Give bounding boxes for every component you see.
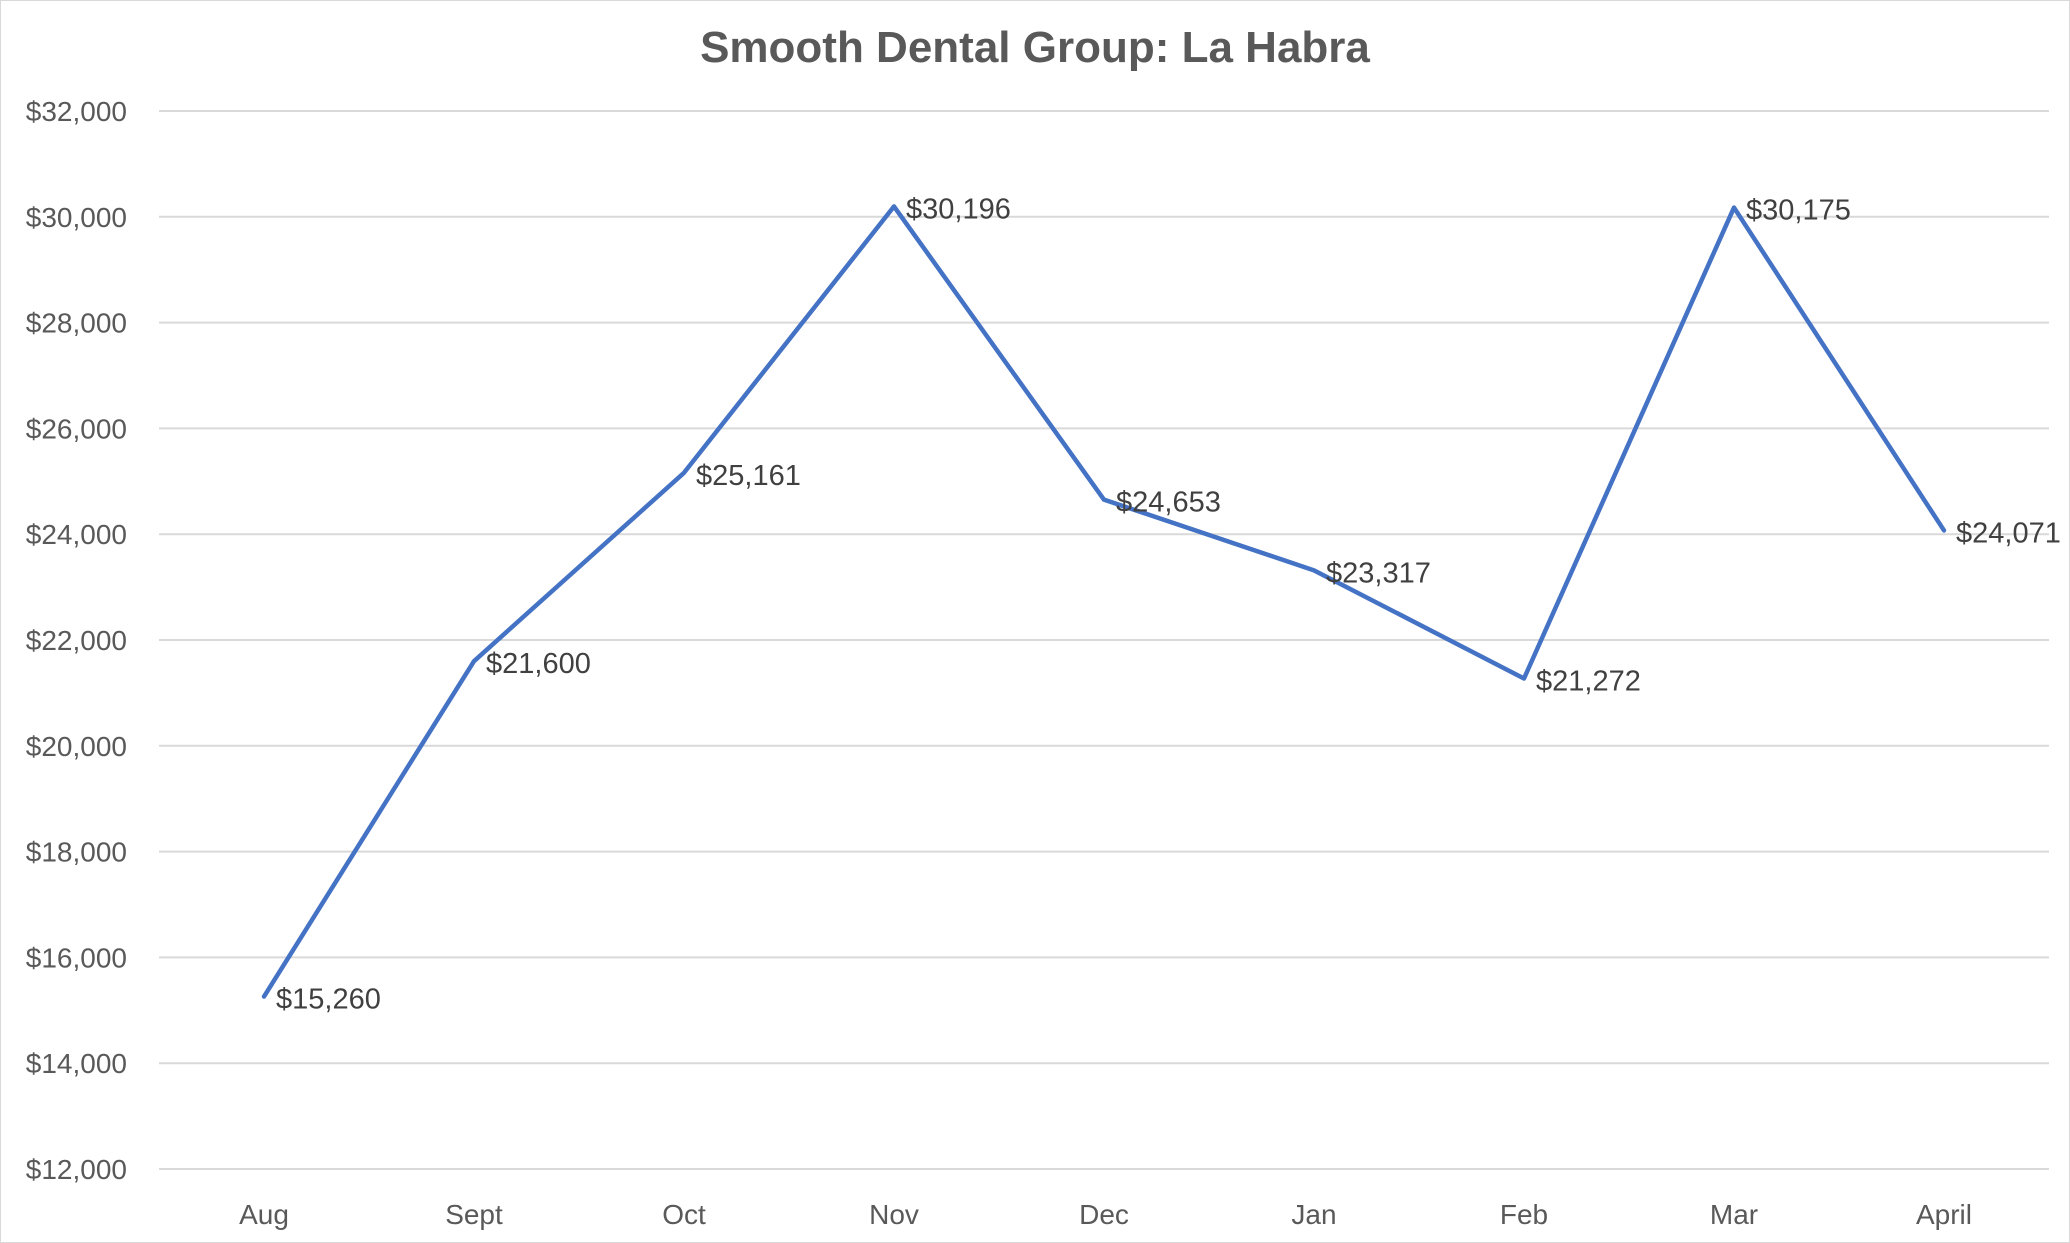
x-tick-label: Jan — [1291, 1199, 1336, 1230]
data-label: $25,161 — [696, 460, 801, 492]
data-labels: $15,260 $21,600 $25,161 $30,196 $24,653 $23,3… — [276, 193, 2061, 1015]
x-tick-label: Mar — [1710, 1199, 1758, 1230]
x-tick-label: Nov — [869, 1199, 919, 1230]
x-tick-label: Aug — [239, 1199, 289, 1230]
chart-title: Smooth Dental Group: La Habra — [700, 23, 1370, 72]
data-label: $24,071 — [1956, 517, 2061, 549]
y-tick-label: $28,000 — [26, 308, 127, 339]
x-tick-label: Feb — [1500, 1199, 1548, 1230]
y-tick-label: $32,000 — [26, 96, 127, 127]
y-tick-label: $12,000 — [26, 1154, 127, 1185]
x-axis-tick-labels: Aug Sept Oct Nov Dec Jan Feb Mar April — [239, 1199, 1972, 1230]
data-label: $24,653 — [1116, 487, 1221, 519]
y-tick-label: $26,000 — [26, 413, 127, 444]
data-label: $21,272 — [1536, 666, 1641, 698]
series-line-group — [261, 204, 1947, 999]
data-label: $30,196 — [906, 193, 1011, 225]
data-label: $15,260 — [276, 984, 381, 1016]
gridlines — [159, 110, 2049, 1170]
y-tick-label: $16,000 — [26, 942, 127, 973]
y-tick-label: $24,000 — [26, 519, 127, 550]
x-tick-label: April — [1916, 1199, 1972, 1230]
series-line — [261, 204, 1947, 999]
data-label: $21,600 — [486, 648, 591, 680]
y-axis-tick-labels: $12,000 $14,000 $16,000 $18,000 $20,000 $22,0… — [26, 96, 127, 1185]
y-tick-label: $14,000 — [26, 1048, 127, 1079]
data-label: $23,317 — [1326, 557, 1431, 589]
data-label: $30,175 — [1746, 195, 1851, 227]
x-tick-label: Dec — [1079, 1199, 1129, 1230]
y-tick-label: $30,000 — [26, 202, 127, 233]
y-tick-label: $18,000 — [26, 837, 127, 868]
y-tick-label: $22,000 — [26, 625, 127, 656]
y-tick-label: $20,000 — [26, 731, 127, 762]
x-tick-label: Oct — [662, 1199, 706, 1230]
x-tick-label: Sept — [445, 1199, 503, 1230]
